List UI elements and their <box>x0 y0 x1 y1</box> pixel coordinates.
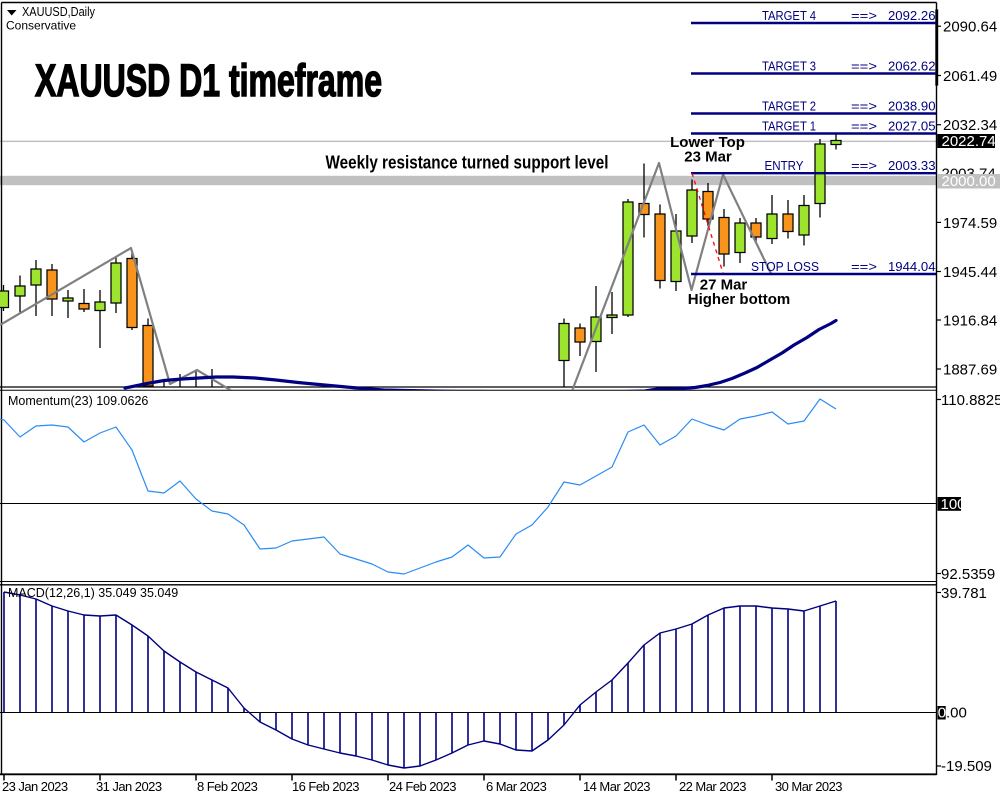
svg-text:2000.00: 2000.00 <box>942 173 996 190</box>
svg-text:1974.59: 1974.59 <box>943 215 997 232</box>
svg-text:27 Mar: 27 Mar <box>700 277 748 294</box>
svg-text:2038.90: 2038.90 <box>888 99 936 114</box>
svg-text:XAUUSD D1 timeframe: XAUUSD D1 timeframe <box>35 55 382 106</box>
svg-text:1887.69: 1887.69 <box>943 362 997 379</box>
svg-text:24 Feb 2023: 24 Feb 2023 <box>389 779 456 794</box>
svg-text:92.5359: 92.5359 <box>941 566 995 583</box>
svg-text:14 Mar 2023: 14 Mar 2023 <box>583 779 650 794</box>
svg-text:-19.509: -19.509 <box>941 758 992 775</box>
svg-text:1945.44: 1945.44 <box>943 264 997 281</box>
svg-text:23 Jan 2023: 23 Jan 2023 <box>2 779 68 794</box>
svg-text:2062.62: 2062.62 <box>888 59 936 74</box>
svg-text:Momentum(23) 109.0626: Momentum(23) 109.0626 <box>8 394 148 408</box>
svg-text:Higher bottom: Higher bottom <box>688 291 791 308</box>
svg-text:Conservative: Conservative <box>6 19 76 33</box>
svg-text:2092.26: 2092.26 <box>888 8 936 23</box>
svg-text:ENTRY: ENTRY <box>765 158 804 173</box>
svg-text:Lower Top: Lower Top <box>670 134 745 151</box>
svg-text:STOP LOSS: STOP LOSS <box>751 259 819 274</box>
svg-text:16 Feb 2023: 16 Feb 2023 <box>292 779 359 794</box>
svg-text:TARGET 4: TARGET 4 <box>762 8 816 23</box>
svg-text:23 Mar: 23 Mar <box>684 149 732 166</box>
svg-text:1916.84: 1916.84 <box>943 313 997 330</box>
svg-text:MACD(12,26,1) 35.049 35.049: MACD(12,26,1) 35.049 35.049 <box>8 586 178 600</box>
svg-text:.00: .00 <box>946 705 967 722</box>
svg-text:==>: ==> <box>851 59 877 74</box>
svg-text:1944.04: 1944.04 <box>888 259 936 274</box>
svg-text:2003.33: 2003.33 <box>888 158 936 173</box>
svg-text:==>: ==> <box>851 8 877 23</box>
svg-text:TARGET 3: TARGET 3 <box>762 59 816 74</box>
svg-text:8 Feb 2023: 8 Feb 2023 <box>197 779 258 794</box>
svg-text:6 Mar 2023: 6 Mar 2023 <box>486 779 547 794</box>
svg-text:30 Mar 2023: 30 Mar 2023 <box>775 779 842 794</box>
svg-text:100: 100 <box>941 496 966 513</box>
svg-text:TARGET 1: TARGET 1 <box>762 119 816 134</box>
svg-text:22 Mar 2023: 22 Mar 2023 <box>679 779 746 794</box>
svg-text:Weekly resistance turned suppo: Weekly resistance turned support level <box>326 153 609 173</box>
svg-text:110.8825: 110.8825 <box>941 392 1000 409</box>
svg-text:2027.05: 2027.05 <box>888 119 936 134</box>
svg-text:39.781: 39.781 <box>941 585 987 602</box>
svg-text:TARGET 2: TARGET 2 <box>762 99 816 114</box>
svg-text:2061.49: 2061.49 <box>943 68 997 85</box>
svg-text:2022.74: 2022.74 <box>942 133 996 150</box>
svg-text:2090.64: 2090.64 <box>943 19 997 36</box>
svg-text:==>: ==> <box>851 158 877 173</box>
svg-text:31 Jan 2023: 31 Jan 2023 <box>96 779 162 794</box>
svg-text:==>: ==> <box>851 259 877 274</box>
svg-text:0: 0 <box>938 705 946 722</box>
svg-text:2032.34: 2032.34 <box>943 117 997 134</box>
svg-text:==>: ==> <box>851 119 877 134</box>
svg-text:XAUUSD,Daily: XAUUSD,Daily <box>22 5 96 19</box>
svg-text:==>: ==> <box>851 99 877 114</box>
